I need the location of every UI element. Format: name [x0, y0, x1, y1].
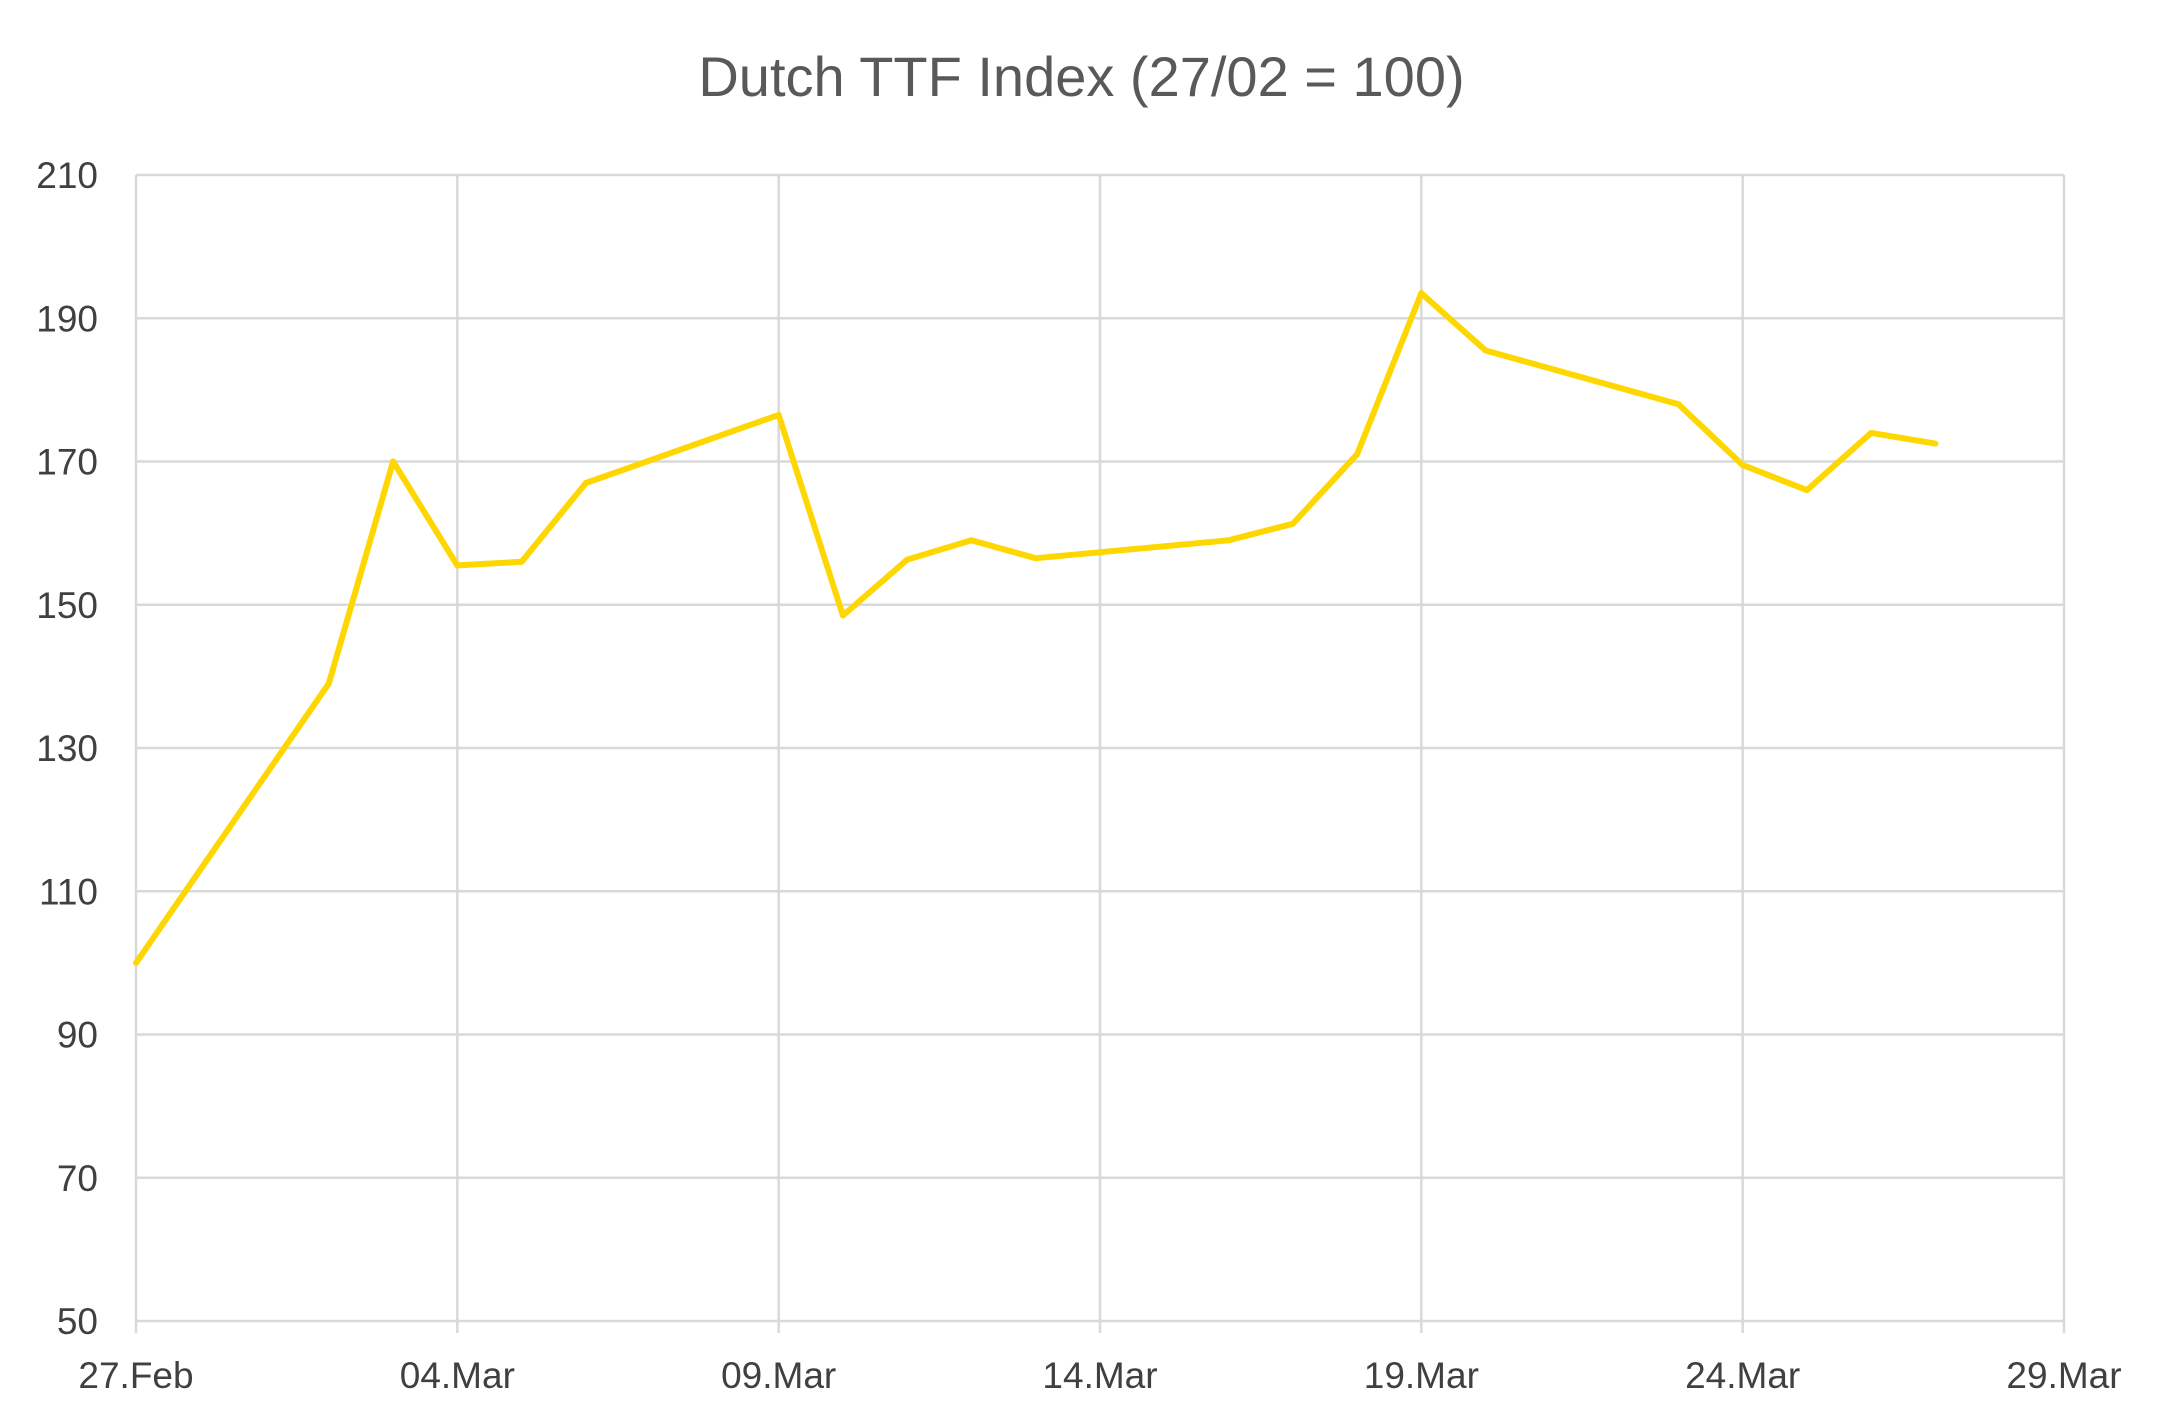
x-tick-labels: 27.Feb 04.Mar 09.Mar 14.Mar 19.Mar 24.Mar 29.M… [78, 1355, 2121, 1396]
y-tick-labels: 50 70 90 110 130 150 170 190 210 [36, 155, 98, 1342]
y-tick-label: 150 [36, 585, 98, 626]
y-tick-label: 110 [39, 871, 98, 912]
x-tick-label: 04.Mar [400, 1355, 515, 1396]
y-tick-label: 130 [36, 728, 98, 769]
y-tick-label: 70 [57, 1158, 98, 1199]
x-gridlines [456, 175, 2066, 1321]
series-line [133, 290, 1936, 965]
x-tick-label: 14.Mar [1042, 1355, 1157, 1396]
data-point [518, 558, 525, 565]
data-point [1932, 440, 1939, 447]
y-tick-label: 50 [57, 1301, 98, 1342]
y-tick-label: 210 [36, 155, 98, 196]
y-tick-label: 190 [36, 298, 98, 339]
data-point [1482, 347, 1489, 354]
data-point [1868, 429, 1875, 436]
data-point [1032, 555, 1039, 562]
data-point [904, 556, 911, 563]
data-point [1418, 290, 1425, 297]
data-point [839, 612, 846, 619]
data-point [1803, 487, 1810, 494]
data-point [1289, 520, 1296, 527]
data-point [133, 959, 139, 966]
data-point [1739, 462, 1746, 469]
y-tick-label: 170 [36, 442, 98, 483]
x-tick-label: 19.Mar [1364, 1355, 1479, 1396]
chart-title: Dutch TTF Index (27/02 = 100) [698, 45, 1465, 108]
data-point [582, 479, 589, 486]
x-tick-label: 09.Mar [721, 1355, 836, 1396]
series-layer [133, 290, 1939, 966]
axes [134, 175, 2066, 1333]
x-tick-label: 29.Mar [2006, 1355, 2121, 1396]
data-point [454, 562, 461, 569]
data-point [1225, 537, 1232, 544]
x-tick-label: 24.Mar [1685, 1355, 1800, 1396]
data-point [1354, 451, 1361, 458]
data-point [390, 458, 397, 465]
x-tick-label: 27.Feb [78, 1355, 193, 1396]
data-point [1675, 401, 1682, 408]
data-point [775, 411, 782, 418]
y-tick-label: 90 [57, 1015, 98, 1056]
data-point [968, 537, 975, 544]
data-point [325, 680, 332, 687]
